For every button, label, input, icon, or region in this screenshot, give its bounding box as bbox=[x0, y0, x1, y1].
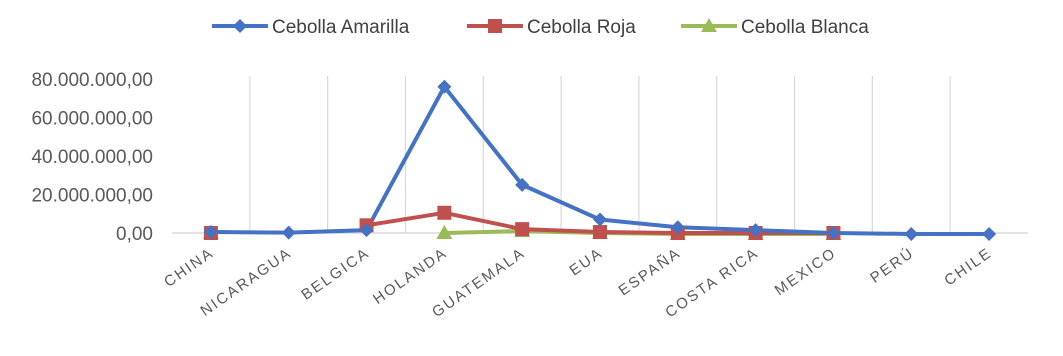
legend-item-cebolla-roja: Cebolla Roja bbox=[467, 17, 636, 38]
data-point-cebolla-amarilla-nicaragua bbox=[281, 225, 296, 240]
data-point-cebolla-amarilla-costa-rica bbox=[748, 223, 763, 238]
x-tick-label-peru: PERÚ bbox=[867, 244, 917, 286]
y-tick-label: 80.000.000,00 bbox=[31, 70, 153, 91]
data-point-cebolla-amarilla-espana bbox=[670, 220, 685, 235]
legend: Cebolla Amarilla Cebolla Roja Cebolla Blan… bbox=[212, 17, 869, 38]
x-tick-label-china: CHINA bbox=[161, 244, 217, 290]
x-tick-label-espana: ESPAÑA bbox=[616, 244, 685, 299]
x-tick-label-belgica: BELGICA bbox=[298, 244, 372, 303]
data-point-cebolla-roja-guatemala bbox=[515, 222, 530, 237]
x-tick-label-eua: EUA bbox=[566, 244, 606, 279]
data-point-cebolla-amarilla-china bbox=[203, 225, 218, 240]
legend-swatch-marker bbox=[701, 18, 717, 32]
x-tick-label-chile: CHILE bbox=[941, 244, 995, 289]
series-cebolla-amarilla-markers bbox=[203, 79, 997, 241]
data-point-cebolla-amarilla-holanda bbox=[437, 79, 452, 94]
y-tick-label: 60.000.000,00 bbox=[31, 109, 153, 130]
legend-item-cebolla-amarilla: Cebolla Amarilla bbox=[212, 17, 410, 38]
series-markers bbox=[202, 79, 997, 241]
data-point-cebolla-amarilla-belgica bbox=[359, 223, 374, 238]
x-tick-label-holanda: HOLANDA bbox=[370, 244, 451, 308]
data-point-cebolla-amarilla-mexico bbox=[826, 226, 841, 240]
data-point-cebolla-blanca-holanda bbox=[436, 225, 453, 239]
data-point-cebolla-amarilla-chile bbox=[982, 226, 997, 241]
legend-item-cebolla-blanca: Cebolla Blanca bbox=[681, 17, 869, 38]
data-point-cebolla-amarilla-eua bbox=[593, 212, 607, 227]
data-point-cebolla-amarilla-guatemala bbox=[515, 177, 530, 192]
y-tick-label: 0,00 bbox=[116, 224, 153, 245]
legend-label: Cebolla Blanca bbox=[741, 17, 869, 38]
legend-label: Cebolla Amarilla bbox=[272, 17, 410, 38]
grid-lines bbox=[249, 76, 951, 233]
legend-swatch-marker bbox=[488, 19, 502, 33]
y-axis-tick-labels: 0,00 20.000.000,00 40.000.000,00 60.000.000… bbox=[31, 70, 153, 245]
legend-swatch-marker bbox=[233, 19, 247, 33]
data-point-cebolla-roja-eua bbox=[593, 225, 607, 240]
y-tick-label: 20.000.000,00 bbox=[31, 186, 153, 207]
x-tick-label-mexico: MEXICO bbox=[772, 244, 840, 299]
y-tick-label: 40.000.000,00 bbox=[31, 147, 153, 168]
data-point-cebolla-amarilla-peru bbox=[904, 226, 919, 241]
legend-label: Cebolla Roja bbox=[527, 17, 636, 38]
data-point-cebolla-roja-holanda bbox=[437, 205, 452, 220]
